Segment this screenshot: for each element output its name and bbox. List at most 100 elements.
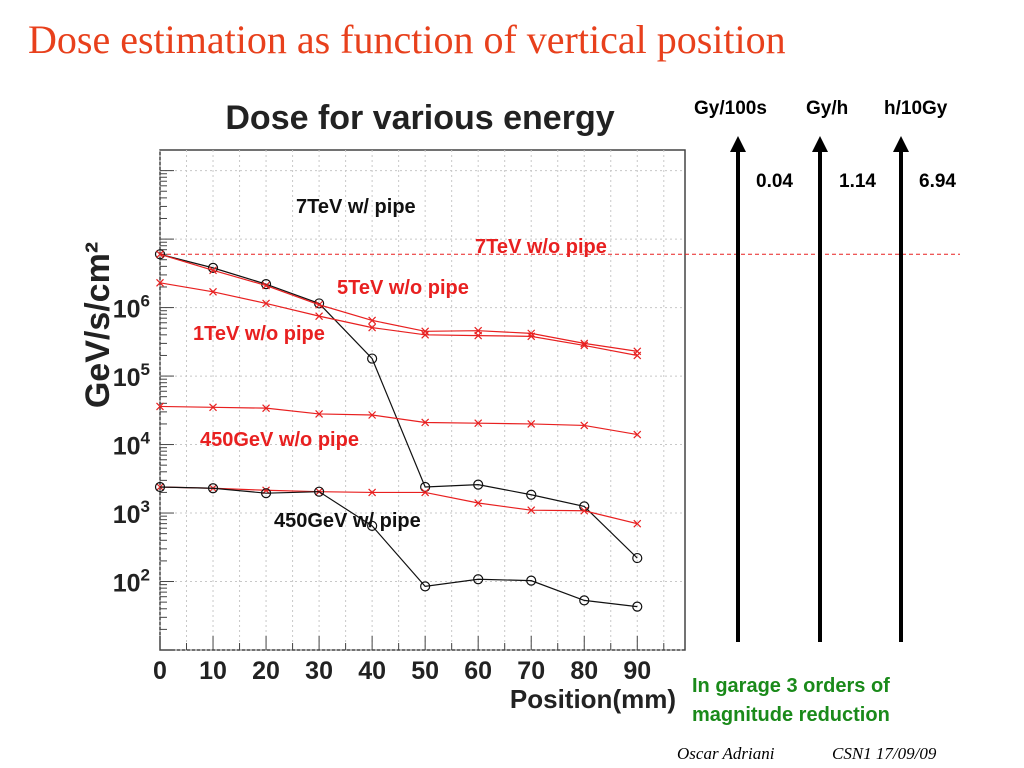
data-point: [526, 575, 537, 586]
annotation-7tev-w-pipe: 7TeV w/ pipe: [296, 196, 416, 218]
slide-title: Dose estimation as function of vertical …: [28, 17, 786, 62]
axis-ticks: [159, 149, 665, 651]
y-tick-labels: 102 103 104 105 106: [113, 292, 151, 598]
y-tick-label: 104: [113, 429, 151, 461]
y-axis-label: GeV/s/cm²: [79, 242, 117, 408]
data-point: [313, 486, 325, 497]
garage-note-line-2: magnitude reduction: [692, 704, 890, 726]
series-7tev-w-o-pipe: [156, 250, 642, 356]
data-point: [209, 266, 217, 275]
series-line: [159, 405, 638, 436]
data-point: [262, 281, 270, 290]
x-tick-labels: 0 10 20 30 40 50 60 70 80 90: [153, 657, 651, 685]
data-point: [580, 341, 589, 350]
unit-header-gy-h: Gy/h: [806, 98, 849, 119]
data-point: [368, 411, 377, 419]
data-point: [473, 479, 484, 490]
garage-note-line-1: In garage 3 orders of: [692, 675, 890, 697]
data-point: [527, 420, 536, 428]
data-point: [527, 332, 536, 341]
series-annotations: 7TeV w/ pipe 7TeV w/o pipe 5TeV w/o pipe 1T…: [193, 196, 607, 532]
data-point: [207, 483, 219, 494]
data-point: [474, 419, 483, 428]
data-point: [156, 250, 164, 259]
data-point: [473, 574, 484, 585]
data-point: [368, 323, 377, 332]
annotation-5tev-w-o-pipe: 5TeV w/o pipe: [337, 277, 469, 299]
data-point: [262, 404, 270, 413]
annotation-450gev-w-o-pipe: 450GeV w/o pipe: [200, 429, 359, 451]
data-point: [420, 581, 431, 592]
series-line: [159, 486, 638, 608]
series-7tev-w-pipe: [154, 249, 643, 564]
data-point: [154, 481, 166, 493]
data-point: [156, 278, 164, 287]
data-point: [315, 410, 324, 418]
data-point: [421, 330, 430, 339]
data-point: [209, 403, 217, 412]
data-point: [315, 312, 324, 321]
x-tick-label: 10: [199, 657, 227, 685]
x-tick-label: 80: [570, 657, 598, 685]
x-axis-label: Position(mm): [510, 684, 676, 714]
data-point: [632, 552, 643, 564]
data-point: [156, 402, 164, 411]
data-point: [421, 327, 430, 336]
y-tick-label: 106: [113, 292, 150, 324]
data-point: [633, 430, 642, 439]
footer-author: Oscar Adriani: [677, 744, 775, 763]
data-point: [367, 353, 378, 364]
y-tick-label: 105: [113, 360, 150, 392]
unit-value-gy-100s: 0.04: [756, 171, 793, 192]
x-tick-label: 50: [411, 657, 439, 685]
unit-header-h-10gy: h/10Gy: [884, 98, 948, 119]
data-point: [526, 489, 537, 500]
data-point: [209, 287, 217, 296]
data-point: [421, 418, 430, 427]
plot-frame: [159, 149, 686, 651]
series-line: [159, 282, 638, 357]
grid-lines: [159, 150, 685, 651]
footer-event: CSN1 17/09/09: [832, 744, 937, 763]
data-point: [315, 300, 324, 309]
data-point: [474, 499, 483, 507]
data-point: [633, 519, 642, 528]
data-point: [421, 488, 430, 497]
unit-value-h-10gy: 6.94: [919, 171, 956, 192]
unit-value-gy-h: 1.14: [839, 171, 876, 192]
x-tick-label: 0: [153, 657, 167, 685]
series-450gev-w-pipe: [154, 481, 643, 612]
series-line: [159, 486, 638, 525]
data-point: [260, 488, 272, 499]
data-point: [474, 331, 483, 340]
arrow-head-gy-h: [812, 136, 828, 152]
data-point: [580, 506, 589, 515]
y-tick-label: 102: [113, 566, 150, 598]
data-point: [580, 421, 589, 430]
data-point: [579, 595, 590, 606]
data-point: [154, 249, 166, 260]
data-point: [527, 329, 536, 338]
annotation-1tev-w-o-pipe: 1TeV w/o pipe: [193, 323, 325, 345]
data-point: [262, 299, 270, 308]
x-tick-label: 90: [623, 657, 651, 685]
data-point: [207, 262, 219, 273]
x-tick-label: 40: [358, 657, 386, 685]
data-point: [367, 520, 378, 531]
arrow-head-h-10gy: [893, 136, 909, 152]
chart-title: Dose for various energy: [225, 99, 614, 137]
annotation-450gev-w-pipe: 450GeV w/ pipe: [274, 510, 421, 532]
x-tick-label: 60: [464, 657, 492, 685]
series-line: [159, 253, 638, 352]
y-tick-label: 103: [113, 497, 150, 529]
annotation-7tev-w-o-pipe: 7TeV w/o pipe: [475, 236, 607, 258]
data-point: [633, 351, 642, 360]
unit-header-gy-100s: Gy/100s: [694, 98, 767, 119]
series-layer: [154, 249, 643, 612]
series-5tev-w-o-pipe: [156, 278, 642, 360]
data-point: [368, 488, 377, 497]
series-line: [159, 253, 638, 559]
arrow-head-gy-100s: [730, 136, 746, 152]
data-point: [527, 506, 536, 515]
